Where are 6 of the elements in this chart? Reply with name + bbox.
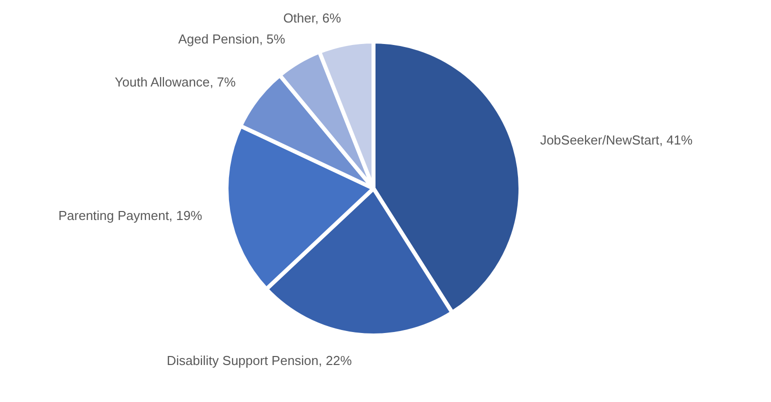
slice-label: Aged Pension, 5% [178,32,286,47]
slice-label: Youth Allowance, 7% [114,74,236,90]
slice-label: Disability Support Pension, 22% [166,353,352,368]
slice-label: Parenting Payment, 19% [58,208,203,224]
slice-label: JobSeeker/NewStart, 41% [540,132,693,148]
slice-label: Other, 6% [283,10,342,26]
